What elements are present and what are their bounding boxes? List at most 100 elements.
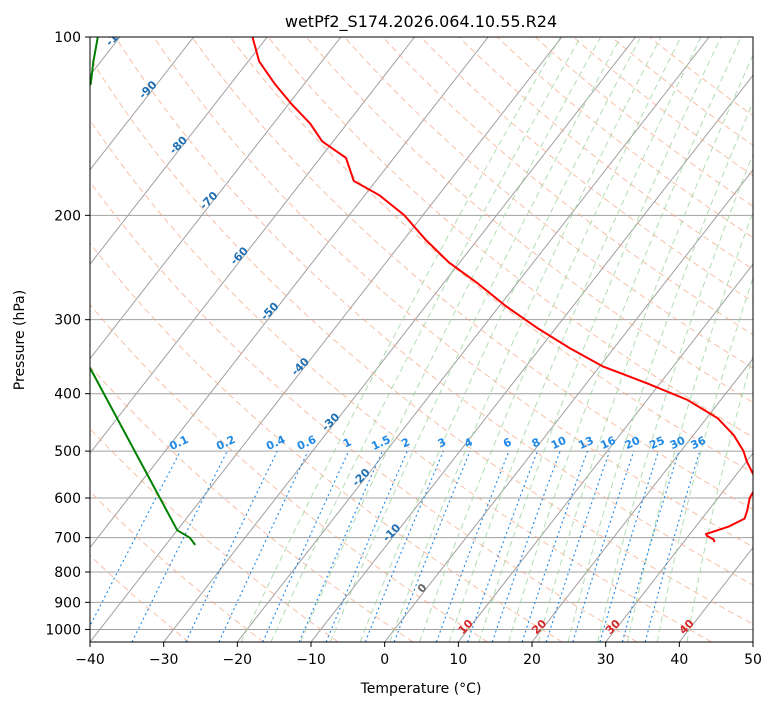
- dry-adiabat-line: [573, 37, 753, 177]
- dry-adiabat-line: [382, 37, 753, 336]
- mixing-ratio-label: 0.2: [214, 433, 237, 453]
- y-tick-label: 800: [54, 565, 81, 581]
- isotherm-line: [163, 37, 636, 642]
- mixing-ratio-label: 0.4: [264, 433, 287, 453]
- mixing-ratio-line: [435, 450, 510, 642]
- mixing-ratio-label: 1: [341, 435, 353, 450]
- dry-adiabat-line: [90, 119, 712, 642]
- y-tick-label: 200: [54, 208, 81, 224]
- isotherm-line: [531, 357, 753, 642]
- mixing-ratio-label: 25: [647, 434, 666, 452]
- isotherm-line: [457, 263, 753, 642]
- mixing-ratio-line: [262, 450, 350, 642]
- mixing-ratio-line: [572, 450, 635, 642]
- isotherm-line: [90, 37, 268, 265]
- isotherm-line: [90, 37, 194, 171]
- mixing-ratio-label: 1.5: [369, 433, 392, 453]
- x-axis-label: Temperature (°C): [360, 681, 482, 697]
- dry-adiabat-line: [153, 37, 753, 548]
- y-tick-label: 500: [54, 444, 81, 460]
- dry-adiabat-line: [90, 181, 638, 642]
- mixing-ratio-label: 3: [436, 435, 448, 450]
- dry-adiabat-line: [90, 427, 339, 642]
- y-tick-label: 1000: [45, 622, 81, 638]
- mixing-ratio-line: [218, 450, 309, 642]
- isotherm-line: [384, 169, 753, 642]
- x-tick-label: 50: [744, 652, 762, 668]
- mixing-ratio-line: [621, 450, 680, 642]
- isotherm-label: -40: [289, 355, 312, 378]
- chart-title: wetPf2_S174.2026.064.10.55.R24: [285, 12, 557, 32]
- dewpoint-line: [90, 37, 196, 546]
- isotherm-label: 20: [529, 617, 549, 637]
- isotherm-label: -60: [228, 244, 251, 267]
- dry-adiabat-line: [90, 56, 753, 625]
- isotherm-label: -10: [380, 521, 403, 544]
- mixing-ratio-label: 10: [549, 434, 569, 452]
- isotherm-label: -90: [136, 78, 159, 101]
- mixing-ratio-label: 0.1: [167, 433, 190, 453]
- background-lines: [90, 37, 753, 642]
- mixing-ratio-line: [185, 450, 278, 642]
- dry-adiabat-line: [611, 37, 753, 146]
- x-tick-label: −20: [223, 652, 253, 668]
- plot-frame: [89, 36, 754, 643]
- mixing-ratio-label: 4: [462, 435, 475, 450]
- dry-adiabat-line: [229, 37, 753, 474]
- isotherm-line: [310, 74, 753, 642]
- mixing-ratio-label: 0.6: [295, 433, 318, 453]
- mixing-ratio-line: [90, 450, 181, 628]
- dry-adiabat-line: [534, 37, 753, 207]
- x-tick-label: −30: [149, 652, 179, 668]
- moist-adiabat-line: [537, 53, 753, 642]
- isotherm-line: [605, 452, 753, 642]
- x-tick-label: 40: [670, 652, 688, 668]
- temperature-line: [251, 37, 753, 543]
- mixing-ratio-label: 30: [668, 434, 688, 452]
- moist-adiabat-line: [329, 37, 622, 642]
- isotherm-label: -100: [103, 20, 132, 49]
- x-tick-label: 30: [597, 652, 615, 668]
- mixing-ratio-label: 36: [689, 434, 709, 452]
- mixing-ratio-line: [644, 450, 701, 642]
- moist-adiabat-line: [300, 37, 602, 642]
- x-tick-label: 20: [523, 652, 541, 668]
- isotherm-label: 40: [677, 617, 697, 637]
- moist-adiabat-line: [419, 37, 682, 642]
- mixing-ratio-line: [466, 450, 538, 642]
- moist-adiabat-line: [389, 37, 662, 642]
- mixing-ratio-line: [521, 450, 589, 642]
- x-tick-label: 0: [380, 652, 389, 668]
- y-axis-label: Pressure (hPa): [12, 290, 28, 390]
- isotherm-label: -30: [319, 410, 342, 433]
- x-tick-label: 10: [449, 652, 467, 668]
- isotherm-label: 10: [456, 617, 476, 637]
- mixing-ratio-line: [545, 450, 611, 642]
- mixing-ratio-label: 16: [598, 434, 618, 452]
- dry-adiabat-line: [267, 37, 753, 438]
- isotherm-label: -20: [350, 466, 373, 489]
- moist-adiabat-line: [686, 353, 753, 642]
- moist-adiabat-line: [656, 276, 753, 642]
- isotherm-line: [236, 37, 710, 642]
- dry-adiabat-line: [458, 37, 753, 270]
- moist-adiabat-line: [597, 152, 753, 642]
- isotherm-line: [90, 37, 415, 454]
- isotherm-label: -80: [167, 133, 190, 156]
- moist-adiabat-line: [359, 37, 642, 642]
- moist-adiabat-line: [508, 37, 742, 642]
- moist-adiabat-line: [478, 37, 722, 642]
- dry-adiabat-line: [90, 242, 563, 642]
- y-tick-label: 400: [54, 387, 81, 403]
- y-tick-label: 300: [54, 313, 81, 329]
- moist-adiabat-line: [627, 210, 753, 642]
- mixing-ratio-line: [131, 450, 228, 642]
- mixing-ratio-label: 2: [400, 435, 412, 450]
- dry-adiabat-line: [90, 490, 264, 642]
- moist-adiabat-line: [448, 37, 702, 642]
- sounding-series: [90, 37, 753, 546]
- y-tick-label: 100: [54, 30, 81, 46]
- x-tick-label: −40: [75, 652, 105, 668]
- axes: −40 −30 −20 −10 0 10 20 30 40 5010020030040050060…: [45, 30, 762, 668]
